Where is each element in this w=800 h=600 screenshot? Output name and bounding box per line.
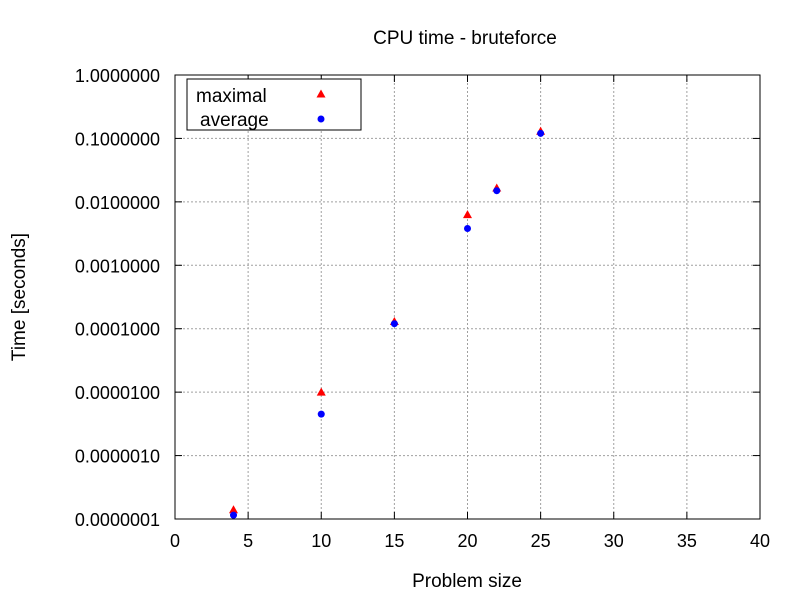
legend-box <box>186 78 362 131</box>
y-tick-label: 1.0000000 <box>75 66 160 86</box>
average-point <box>230 511 237 519</box>
maximal-point <box>463 210 472 219</box>
x-tick-label: 30 <box>604 531 624 551</box>
average-point <box>317 410 325 418</box>
y-tick-label: 0.0000010 <box>75 447 160 467</box>
legend-marker-average <box>317 115 325 123</box>
y-tick-label: 0.0000001 <box>75 510 160 530</box>
y-tick-label: 0.0100000 <box>75 193 160 213</box>
legend-marker-maximal <box>316 89 326 98</box>
maximal-point <box>229 505 238 514</box>
y-axis-label: Time [seconds] <box>9 233 30 361</box>
average-point <box>537 129 545 137</box>
x-tick-label: 5 <box>243 531 253 551</box>
x-axis-label: Problem size <box>412 571 522 592</box>
y-tick-label: 0.0001000 <box>75 320 160 340</box>
x-tick-label: 25 <box>531 531 551 551</box>
axis-ticks <box>174 74 761 520</box>
legend-label-maximal: maximal <box>196 86 267 107</box>
chart-title: CPU time - bruteforce <box>373 28 557 49</box>
y-tick-label: 0.1000000 <box>75 129 160 149</box>
x-tick-label: 10 <box>311 531 331 551</box>
grid <box>175 75 760 519</box>
y-tick-label: 0.0010000 <box>75 256 160 276</box>
x-tick-label: 40 <box>750 531 770 551</box>
average-point <box>493 187 501 195</box>
x-tick-label: 20 <box>457 531 477 551</box>
legend-label-average: average <box>200 110 269 131</box>
maximal-point <box>316 387 326 396</box>
legend: maximal average <box>186 78 362 131</box>
average-point <box>464 225 471 233</box>
x-tick-labels: 0 5 10 15 20 25 30 35 40 <box>170 531 770 551</box>
legend-markers <box>316 89 326 123</box>
y-tick-labels: 0.0000001 0.0000010 0.0000100 0.0001000 0.00… <box>75 66 160 530</box>
average-point <box>390 320 398 328</box>
x-tick-label: 0 <box>170 531 180 551</box>
x-tick-label: 15 <box>384 531 404 551</box>
x-tick-label: 35 <box>677 531 697 551</box>
y-tick-label: 0.0000100 <box>75 383 160 403</box>
data-points <box>229 126 546 519</box>
